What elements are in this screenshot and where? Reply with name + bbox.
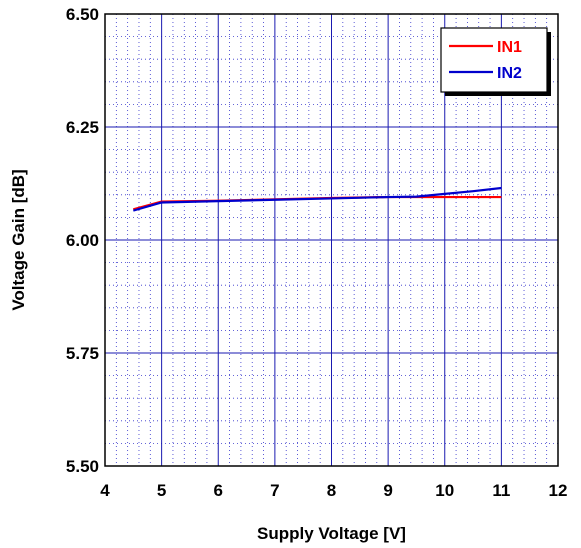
x-axis-title: Supply Voltage [V]	[257, 524, 406, 543]
legend-label-in1: IN1	[497, 39, 522, 56]
legend-label-in2: IN2	[497, 65, 522, 82]
y-axis-title: Voltage Gain [dB]	[9, 169, 28, 310]
x-tick-label: 7	[270, 481, 279, 500]
series-line-in2	[133, 186, 502, 212]
x-tick-label: 10	[435, 481, 454, 500]
plot-frame	[104, 13, 559, 467]
y-tick-labels: 5.50 5.75 6.00 6.25 6.50	[66, 5, 99, 476]
x-tick-label: 9	[383, 481, 392, 500]
series-layer	[133, 186, 502, 212]
y-tick-label: 6.25	[66, 118, 99, 137]
x-tick-label: 12	[549, 481, 568, 500]
x-tick-label: 11	[492, 481, 510, 500]
x-tick-label: 5	[157, 481, 166, 500]
y-tick-label: 5.75	[66, 344, 99, 363]
legend-box	[440, 27, 548, 93]
y-tick-label: 6.50	[66, 5, 99, 24]
legend: IN1 IN2	[440, 27, 551, 96]
x-tick-label: 8	[327, 481, 336, 500]
minor-grid	[105, 14, 558, 466]
x-tick-label: 6	[214, 481, 223, 500]
x-tick-labels: 4 5 6 7 8 9 10 11 12	[100, 481, 567, 500]
x-tick-label: 4	[100, 481, 110, 500]
y-tick-label: 6.00	[66, 231, 99, 250]
y-tick-label: 5.50	[66, 457, 99, 476]
